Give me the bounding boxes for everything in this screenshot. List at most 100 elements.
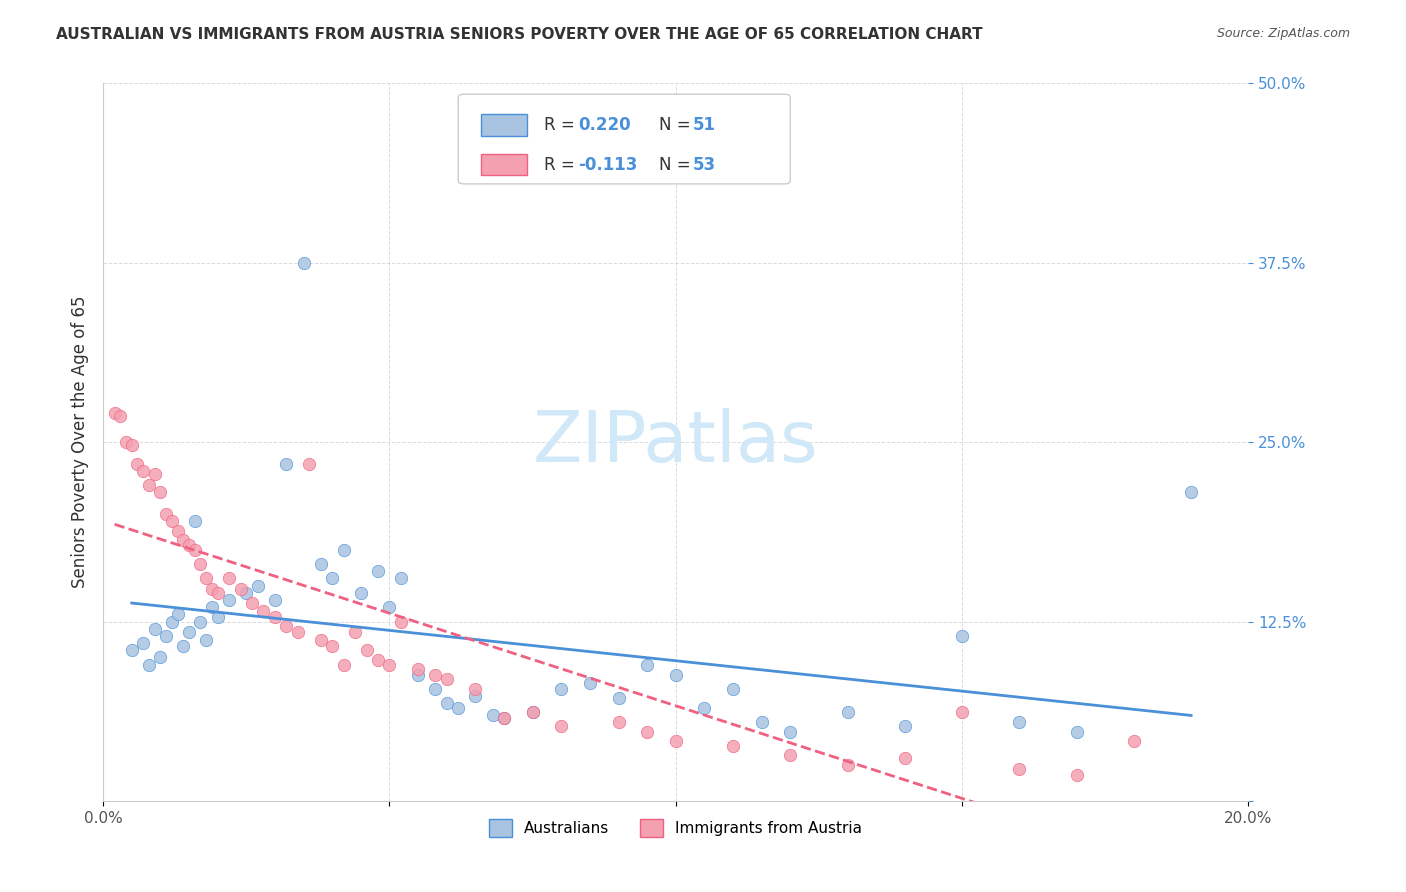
Point xyxy=(579,676,602,690)
Point xyxy=(950,705,973,719)
Point xyxy=(378,657,401,672)
Point xyxy=(218,572,240,586)
Point xyxy=(356,643,378,657)
Point xyxy=(103,407,125,421)
Point xyxy=(751,714,773,729)
Point xyxy=(177,539,200,553)
Point xyxy=(1008,714,1031,729)
Point xyxy=(406,667,429,681)
Point xyxy=(425,681,447,696)
Point xyxy=(207,610,229,624)
Y-axis label: Seniors Poverty Over the Age of 65: Seniors Poverty Over the Age of 65 xyxy=(72,296,89,589)
Text: -0.113: -0.113 xyxy=(578,155,638,174)
Point xyxy=(201,582,224,596)
Point xyxy=(298,457,321,471)
Point xyxy=(332,657,354,672)
Point xyxy=(149,485,172,500)
Point xyxy=(160,615,183,629)
Point xyxy=(127,457,149,471)
Point xyxy=(436,696,458,710)
Point xyxy=(332,542,354,557)
Text: N =: N = xyxy=(658,116,696,134)
Point xyxy=(894,751,917,765)
Point xyxy=(1008,762,1031,776)
Point xyxy=(195,633,218,648)
Point xyxy=(636,657,658,672)
Point xyxy=(276,457,298,471)
Point xyxy=(665,667,688,681)
Point xyxy=(229,582,252,596)
Legend: Australians, Immigrants from Austria: Australians, Immigrants from Austria xyxy=(484,813,869,844)
Point xyxy=(425,667,447,681)
Point xyxy=(950,629,973,643)
Point xyxy=(195,572,218,586)
Point xyxy=(389,615,412,629)
Point xyxy=(252,605,274,619)
Point xyxy=(292,256,315,270)
Point xyxy=(121,438,143,452)
Point xyxy=(132,636,155,650)
Point xyxy=(246,579,269,593)
Point xyxy=(121,643,143,657)
Point xyxy=(143,467,166,481)
Text: 53: 53 xyxy=(693,155,716,174)
Point xyxy=(550,719,572,733)
Text: R =: R = xyxy=(544,116,581,134)
Point xyxy=(190,615,212,629)
Point xyxy=(321,639,343,653)
Point xyxy=(344,624,367,639)
Point xyxy=(779,725,801,739)
Text: AUSTRALIAN VS IMMIGRANTS FROM AUSTRIA SENIORS POVERTY OVER THE AGE OF 65 CORRELA: AUSTRALIAN VS IMMIGRANTS FROM AUSTRIA SE… xyxy=(56,27,983,42)
Point xyxy=(143,622,166,636)
FancyBboxPatch shape xyxy=(481,153,527,175)
Text: 51: 51 xyxy=(693,116,716,134)
Point xyxy=(309,557,332,571)
Point xyxy=(1180,485,1202,500)
Point xyxy=(492,711,515,725)
Point xyxy=(436,672,458,686)
Point xyxy=(287,624,309,639)
Point xyxy=(1066,725,1088,739)
Point xyxy=(190,557,212,571)
Point xyxy=(276,619,298,633)
Point xyxy=(464,689,486,703)
Point xyxy=(110,409,132,424)
Point xyxy=(132,464,155,478)
Point xyxy=(607,690,630,705)
FancyBboxPatch shape xyxy=(481,114,527,136)
Point xyxy=(522,705,544,719)
Point xyxy=(837,758,859,772)
Point xyxy=(779,747,801,762)
Point xyxy=(406,662,429,676)
Point xyxy=(378,600,401,615)
Point xyxy=(481,707,503,722)
Point xyxy=(721,739,744,754)
Point xyxy=(321,572,343,586)
Point xyxy=(166,607,188,622)
Point xyxy=(894,719,917,733)
Point xyxy=(138,478,160,492)
Point xyxy=(138,657,160,672)
Point xyxy=(1066,768,1088,782)
Text: Source: ZipAtlas.com: Source: ZipAtlas.com xyxy=(1216,27,1350,40)
Point xyxy=(350,586,373,600)
Point xyxy=(389,572,412,586)
Point xyxy=(721,681,744,696)
Point xyxy=(264,610,287,624)
Point xyxy=(240,596,263,610)
Point xyxy=(155,507,177,521)
Point xyxy=(693,700,716,714)
Point xyxy=(367,653,389,667)
Point xyxy=(207,586,229,600)
Point xyxy=(1122,733,1144,747)
Point xyxy=(184,542,207,557)
Point xyxy=(447,700,470,714)
Point xyxy=(155,629,177,643)
Point xyxy=(464,681,486,696)
Point xyxy=(636,725,658,739)
Point xyxy=(492,711,515,725)
Text: R =: R = xyxy=(544,155,581,174)
Point xyxy=(665,733,688,747)
Point xyxy=(201,600,224,615)
Point xyxy=(264,593,287,607)
